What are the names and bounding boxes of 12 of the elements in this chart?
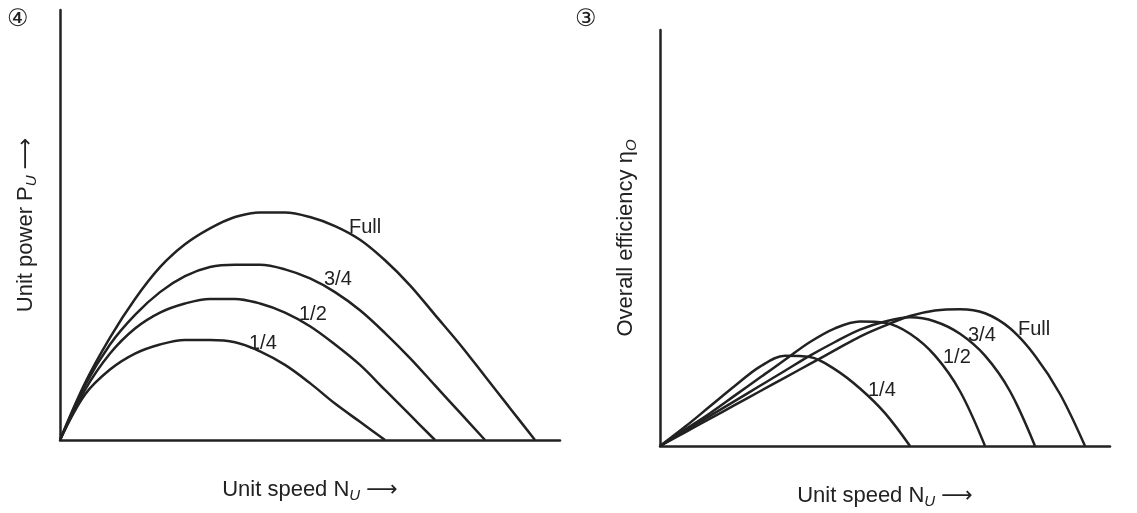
series-label: 3/4 xyxy=(324,267,352,290)
y-axis-title: Unit power PU ⟶ xyxy=(12,137,39,313)
series-label: 1/2 xyxy=(299,301,327,324)
series-label: Full xyxy=(349,215,382,238)
series-label: Full xyxy=(1018,317,1051,340)
series-label: 1/4 xyxy=(868,377,896,400)
series-label: 3/4 xyxy=(968,322,996,345)
chart-title: ④ xyxy=(7,3,29,31)
series-label: 1/2 xyxy=(943,344,971,367)
series-label: 1/4 xyxy=(249,331,277,354)
chart-title: ③ xyxy=(575,3,597,31)
y-axis-title: Overall efficiency ηO xyxy=(612,139,639,337)
